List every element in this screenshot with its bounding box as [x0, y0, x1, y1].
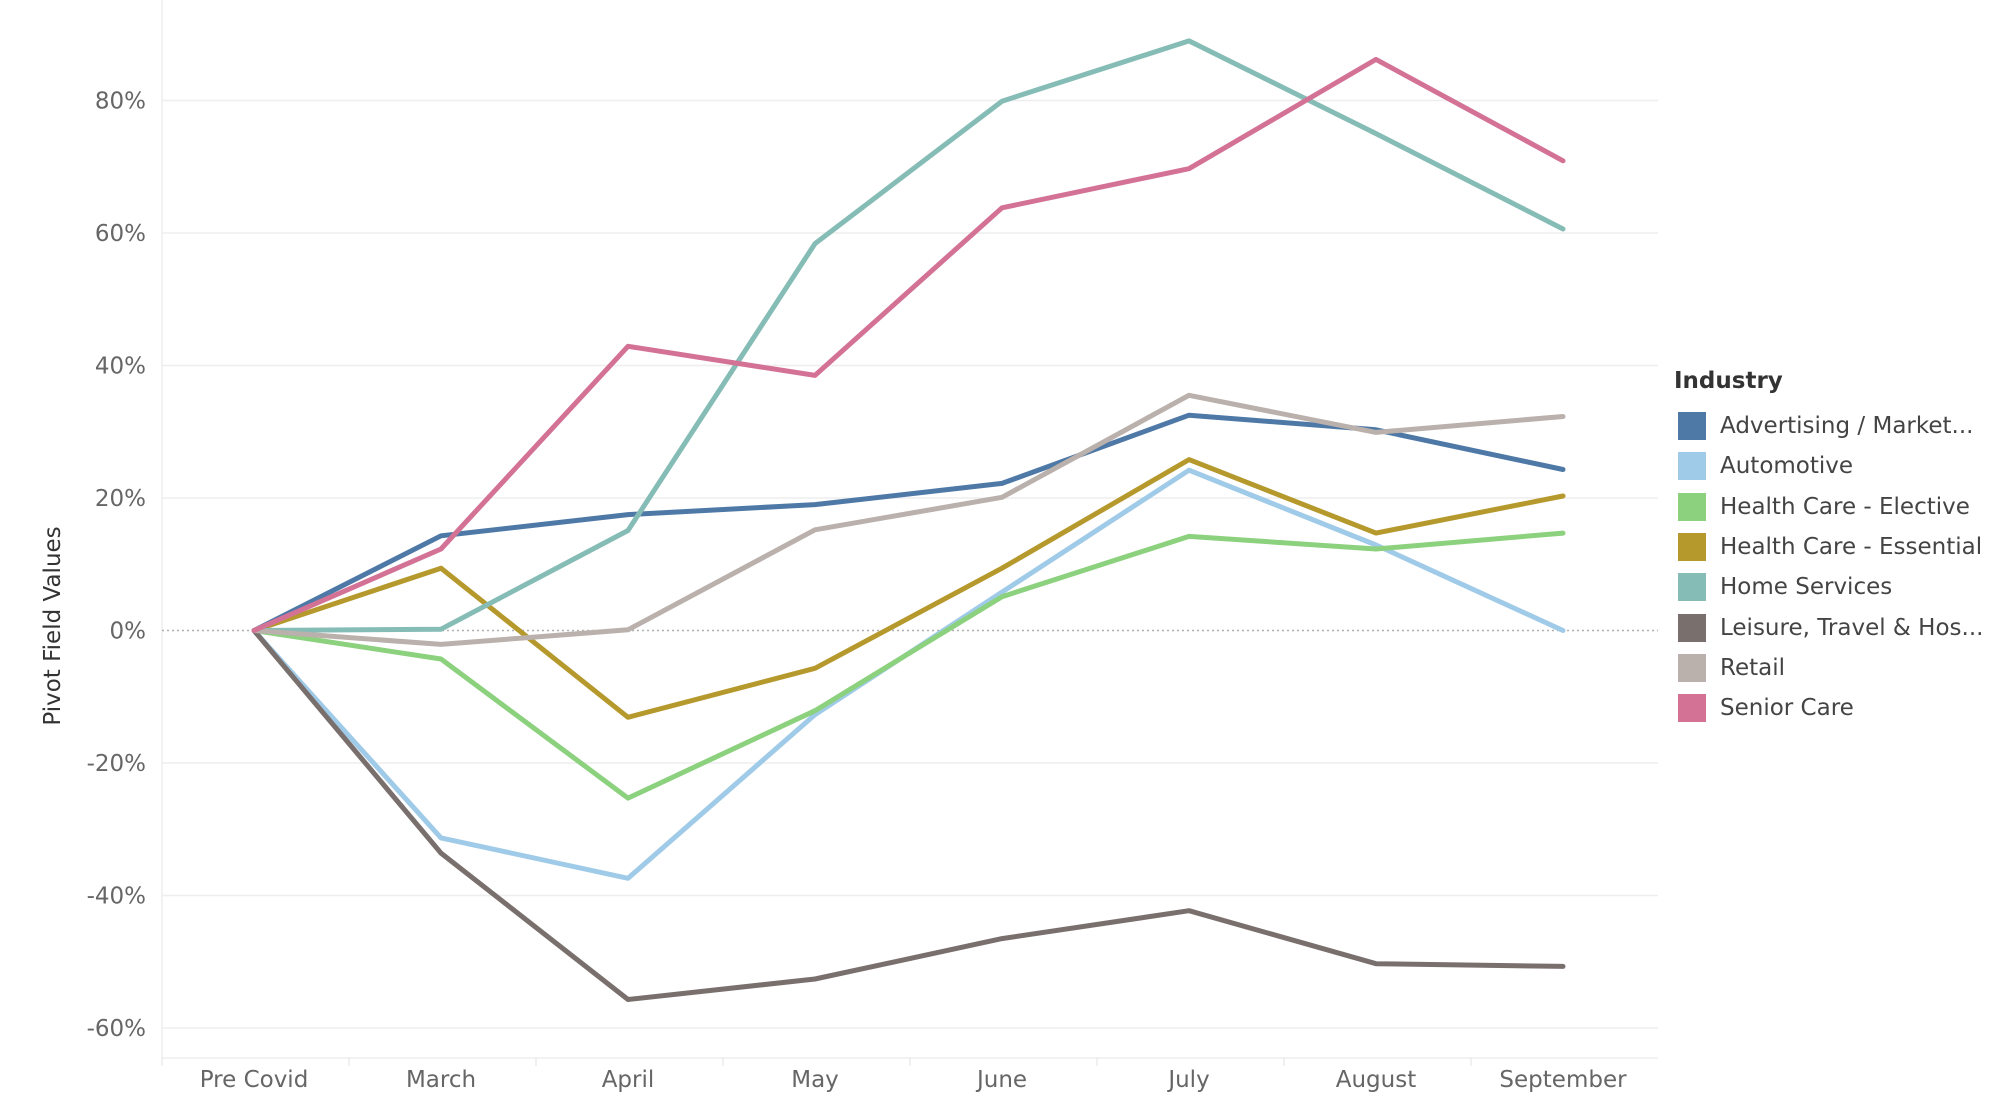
legend: Industry Advertising / Market... Automoti…: [1668, 366, 1988, 728]
legend-label: Automotive: [1720, 453, 1854, 480]
y-tick-label: 60%: [95, 221, 146, 247]
legend-title: Industry: [1674, 368, 1783, 394]
x-tick-label: June: [975, 1067, 1027, 1093]
y-axis-title: Pivot Field Values: [40, 526, 66, 725]
x-tick-label: April: [602, 1067, 655, 1093]
series-line-retail: [251, 392, 1566, 647]
legend-item-health-care-elective[interactable]: Health Care - Elective: [1668, 487, 1988, 527]
legend-item-home-services[interactable]: Home Services: [1668, 567, 1988, 607]
y-tick-label: -60%: [87, 1016, 146, 1042]
legend-label: Senior Care: [1720, 695, 1854, 722]
y-tick-label: 0%: [110, 619, 147, 645]
legend-swatch: [1678, 653, 1706, 682]
legend-swatch: [1678, 694, 1706, 723]
x-tick-label: May: [791, 1067, 839, 1093]
series-line-leisure-travel-hos: [251, 628, 1566, 1002]
legend-label: Advertising / Market...: [1720, 413, 1974, 440]
y-axis-ticks: 80% 60% 40% 20% 0% -20% -40% -60%: [87, 89, 146, 1043]
y-tick-label: -20%: [87, 751, 146, 777]
legend-swatch: [1678, 492, 1706, 521]
y-tick-label: 20%: [95, 486, 146, 512]
legend-swatch: [1678, 452, 1706, 481]
gridlines: [161, 0, 1658, 1059]
series-lines: [251, 38, 1566, 1002]
legend-item-senior-care[interactable]: Senior Care: [1668, 688, 1988, 728]
legend-label: Retail: [1720, 654, 1785, 681]
legend-label: Health Care - Elective: [1720, 493, 1970, 520]
legend-swatch: [1678, 533, 1706, 562]
legend-item-advertising-market[interactable]: Advertising / Market...: [1668, 406, 1988, 446]
x-tick-label: August: [1336, 1067, 1417, 1093]
y-tick-label: 80%: [95, 89, 146, 115]
legend-label: Health Care - Essential: [1720, 534, 1983, 561]
legend-item-leisure-travel-hos[interactable]: Leisure, Travel & Hos...: [1668, 607, 1988, 647]
x-tick-label: July: [1166, 1067, 1209, 1093]
series-line-home-services: [251, 38, 1566, 633]
legend-swatch: [1678, 613, 1706, 642]
series-line-health-care-essential: [251, 457, 1566, 720]
x-tick-label: Pre Covid: [200, 1067, 309, 1093]
legend-swatch: [1678, 573, 1706, 602]
x-axis-ticks: Pre Covid March April May June July August Sept…: [161, 1058, 1627, 1093]
y-tick-label: 40%: [95, 354, 146, 380]
x-tick-label: March: [406, 1067, 476, 1093]
series-line-senior-care: [251, 56, 1566, 633]
legend-item-health-care-essential[interactable]: Health Care - Essential: [1668, 527, 1988, 567]
y-tick-label: -40%: [87, 884, 146, 910]
series-line-health-care-elective: [251, 530, 1566, 801]
legend-item-automotive[interactable]: Automotive: [1668, 446, 1988, 486]
legend-label: Home Services: [1720, 574, 1893, 601]
legend-items: Advertising / Market... Automotive Health …: [1668, 406, 1988, 728]
legend-label: Leisure, Travel & Hos...: [1720, 614, 1984, 641]
series-line-advertising-market: [251, 412, 1566, 633]
legend-item-retail[interactable]: Retail: [1668, 648, 1988, 688]
x-tick-label: September: [1499, 1067, 1627, 1093]
legend-swatch: [1678, 412, 1706, 441]
